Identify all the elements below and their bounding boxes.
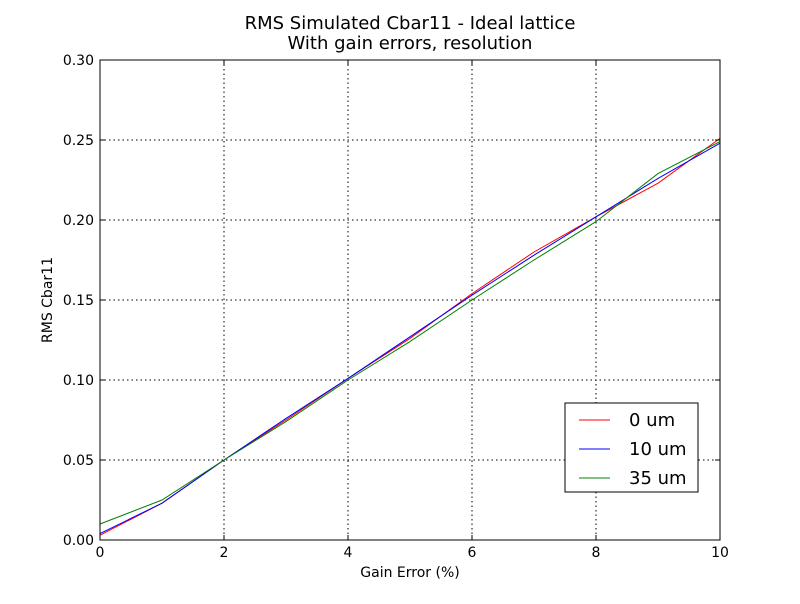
- y-tick-label: 0.00: [63, 533, 94, 549]
- y-tick-label: 0.05: [63, 453, 94, 469]
- legend: 0 um 10 um 35 um: [564, 402, 699, 493]
- y-tick-label: 0.10: [63, 373, 94, 389]
- legend-label: 35 um: [629, 468, 687, 489]
- y-axis-label: RMS Cbar11: [40, 257, 56, 343]
- legend-label: 10 um: [629, 439, 687, 460]
- y-tick-label: 0.15: [63, 293, 94, 309]
- legend-label: 0 um: [629, 410, 675, 431]
- x-tick-label: 2: [220, 545, 229, 561]
- chart-title: RMS Simulated Cbar11 - Ideal lattice: [245, 13, 576, 34]
- series-line-35-um: [99, 141, 721, 525]
- y-tick-label: 0.30: [63, 53, 94, 69]
- x-axis-label: Gain Error (%): [360, 565, 459, 581]
- y-tick-label: 0.20: [63, 213, 94, 229]
- x-tick-label: 0: [96, 545, 105, 561]
- x-tick-label: 4: [344, 545, 353, 561]
- plot-series: [99, 137, 721, 536]
- chart-subtitle: With gain errors, resolution: [288, 33, 533, 54]
- legend-box: [564, 402, 699, 493]
- x-tick-label: 8: [592, 545, 601, 561]
- y-tick-label: 0.25: [63, 133, 94, 149]
- series-line-10-um: [99, 142, 721, 535]
- axes: 0 2 4 6 8 10 0.00 0.05 0.10 0.15 0.20 0.25 0.30: [63, 53, 729, 561]
- x-tick-label: 6: [468, 545, 477, 561]
- x-tick-label: 10: [711, 545, 729, 561]
